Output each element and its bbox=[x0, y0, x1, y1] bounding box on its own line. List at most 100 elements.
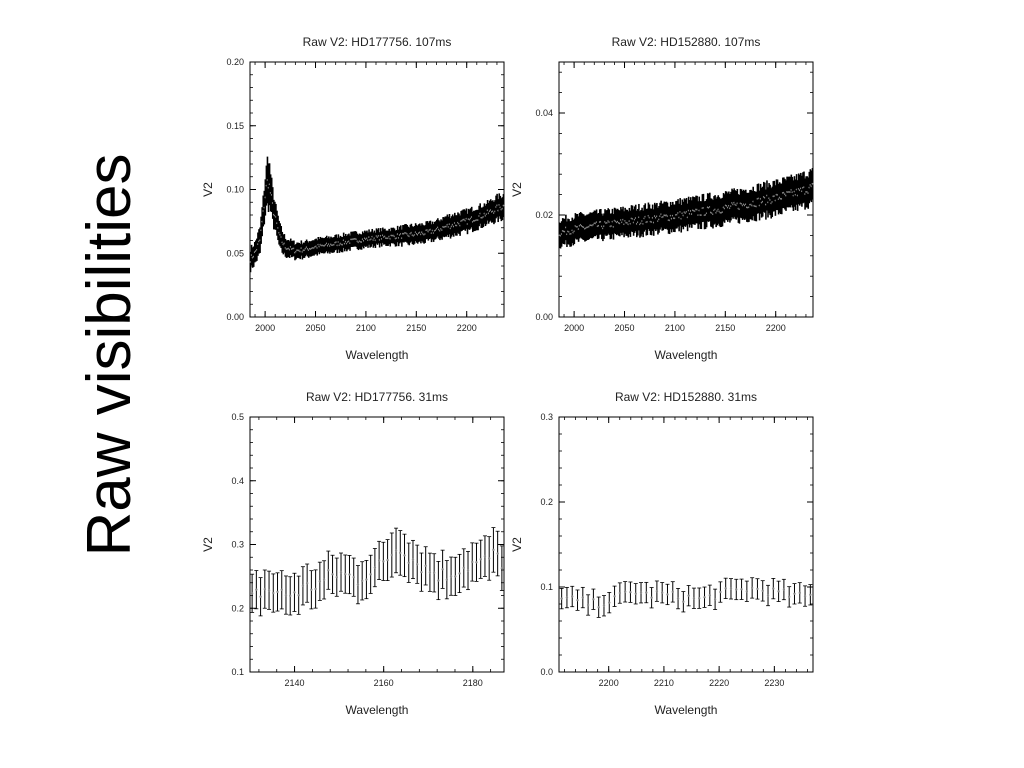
data-point bbox=[365, 578, 368, 581]
y-tick-label: 0.20 bbox=[226, 57, 244, 67]
chart-title: Raw V2: HD177756. 31ms bbox=[306, 390, 448, 404]
data-point bbox=[724, 587, 727, 590]
data-point bbox=[276, 590, 279, 594]
y-tick-label: 0.04 bbox=[535, 108, 553, 118]
data-point bbox=[373, 566, 377, 569]
data-point bbox=[787, 595, 791, 599]
data-point bbox=[458, 572, 461, 575]
data-point bbox=[348, 573, 351, 576]
data-point bbox=[322, 578, 326, 582]
data-point bbox=[318, 580, 322, 583]
y-tick-label: 0.15 bbox=[226, 121, 244, 131]
data-point bbox=[259, 595, 262, 598]
y-tick-label: 0.00 bbox=[226, 312, 244, 322]
x-tick-label: 2200 bbox=[599, 678, 619, 688]
data-point bbox=[390, 553, 394, 557]
data-point bbox=[692, 597, 696, 600]
data-point bbox=[793, 592, 796, 596]
data-point bbox=[671, 590, 674, 594]
data-point bbox=[740, 588, 743, 591]
y-tick-label: 0.10 bbox=[226, 185, 244, 195]
data-point bbox=[581, 596, 585, 599]
x-tick-label: 2180 bbox=[463, 678, 483, 688]
data-point bbox=[360, 579, 364, 583]
data-point bbox=[772, 587, 775, 590]
y-tick-label: 0.3 bbox=[231, 540, 244, 550]
data-point bbox=[645, 591, 648, 594]
data-point bbox=[565, 596, 569, 599]
data-point bbox=[687, 594, 690, 597]
data-point bbox=[666, 593, 669, 596]
y-tick-label: 0.05 bbox=[226, 248, 244, 258]
x-tick-label: 2220 bbox=[709, 678, 729, 688]
data-point bbox=[782, 588, 786, 591]
data-point bbox=[411, 558, 415, 561]
data-point bbox=[655, 589, 659, 593]
data-point bbox=[382, 560, 385, 563]
chart-title: Raw V2: HD152880. 31ms bbox=[615, 390, 757, 404]
data-point bbox=[454, 575, 457, 578]
data-point bbox=[608, 601, 611, 604]
data-point bbox=[284, 593, 288, 597]
chart-title: Raw V2: HD152880. 107ms bbox=[612, 35, 761, 49]
data-series bbox=[558, 167, 814, 249]
x-tick-label: 2050 bbox=[306, 323, 326, 333]
data-point bbox=[369, 573, 372, 576]
chart-panel-2: Raw V2: HD152880. 107ms Wavelength V2 2000 2… bbox=[510, 35, 814, 362]
data-point bbox=[301, 584, 305, 588]
data-point bbox=[597, 606, 600, 609]
data-point bbox=[339, 570, 343, 574]
y-axis-label: V2 bbox=[510, 182, 524, 197]
chart-panel-4: Raw V2: HD152880. 31ms Wavelength V2 2200 22… bbox=[510, 390, 814, 717]
data-point bbox=[437, 579, 440, 582]
x-tick-label: 2150 bbox=[715, 323, 735, 333]
data-point bbox=[335, 575, 338, 579]
x-tick-label: 2230 bbox=[764, 678, 784, 688]
data-point bbox=[441, 568, 444, 571]
data-point bbox=[289, 594, 292, 598]
data-point bbox=[471, 560, 474, 564]
y-tick-label: 0.5 bbox=[231, 412, 244, 422]
data-point bbox=[618, 591, 622, 595]
data-point bbox=[297, 594, 300, 597]
data-point bbox=[377, 559, 381, 562]
data-point bbox=[466, 569, 470, 572]
data-point bbox=[708, 594, 712, 597]
x-axis-label: Wavelength bbox=[655, 703, 718, 717]
data-point bbox=[803, 594, 807, 598]
data-point bbox=[428, 571, 432, 574]
data-point bbox=[403, 554, 406, 557]
y-tick-label: 0.2 bbox=[540, 497, 553, 507]
y-tick-label: 0.1 bbox=[231, 667, 244, 677]
data-point bbox=[305, 581, 309, 585]
data-series bbox=[559, 577, 813, 618]
data-point bbox=[272, 591, 275, 595]
x-tick-label: 2100 bbox=[665, 323, 685, 333]
data-point bbox=[571, 595, 574, 598]
data-point bbox=[682, 600, 685, 603]
data-point bbox=[310, 588, 313, 591]
data-point bbox=[475, 561, 478, 564]
y-tick-label: 0.1 bbox=[540, 582, 553, 592]
data-point bbox=[735, 588, 738, 591]
data-point bbox=[386, 558, 389, 562]
data-point bbox=[394, 549, 398, 552]
data-point bbox=[483, 554, 487, 558]
data-point bbox=[416, 563, 419, 566]
data-point bbox=[502, 204, 505, 207]
x-axis-label: Wavelength bbox=[346, 348, 409, 362]
x-tick-label: 2150 bbox=[406, 323, 426, 333]
x-tick-label: 2210 bbox=[654, 678, 674, 688]
data-point bbox=[750, 586, 754, 590]
data-point bbox=[623, 590, 627, 594]
data-point bbox=[745, 590, 749, 593]
x-axis-label: Wavelength bbox=[655, 348, 718, 362]
data-point bbox=[420, 570, 423, 574]
data-point bbox=[255, 588, 258, 591]
data-series bbox=[250, 527, 504, 617]
y-tick-label: 0.2 bbox=[231, 603, 244, 613]
x-tick-label: 2050 bbox=[615, 323, 635, 333]
data-point bbox=[314, 587, 317, 591]
data-point bbox=[676, 597, 680, 600]
